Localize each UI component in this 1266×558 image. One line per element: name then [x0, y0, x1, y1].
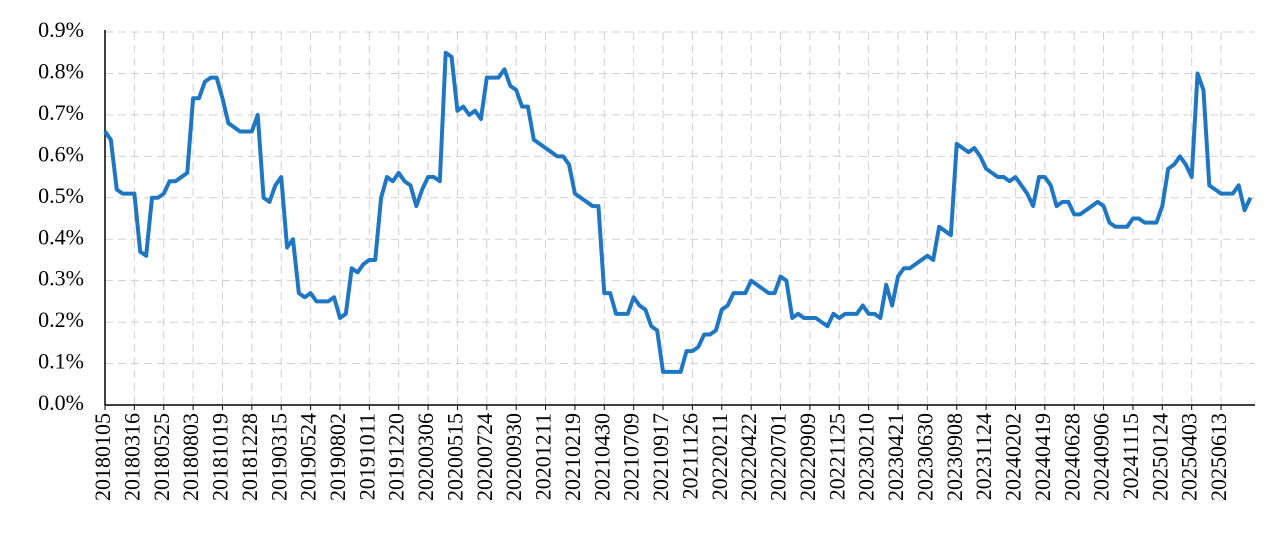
y-tick-label: 0.1% — [38, 349, 84, 374]
x-tick-label: 20220701 — [766, 413, 791, 501]
x-tick-label: 20221125 — [824, 413, 849, 500]
y-tick-label: 0.9% — [38, 17, 84, 42]
x-tick-label: 20180803 — [178, 413, 203, 501]
x-tick-label: 20210430 — [589, 413, 614, 501]
x-tick-label: 20250403 — [1177, 413, 1202, 501]
y-tick-label: 0.2% — [38, 307, 84, 332]
x-tick-label: 20201211 — [531, 413, 556, 500]
x-tick-label: 20220909 — [795, 413, 820, 501]
x-tick-label: 20220422 — [736, 413, 761, 501]
x-tick-label: 20180316 — [119, 413, 144, 501]
x-tick-label: 20200724 — [472, 413, 497, 501]
x-tick-label: 20230630 — [912, 413, 937, 501]
x-tick-label: 20211126 — [677, 413, 702, 499]
x-tick-label: 20240628 — [1059, 413, 1084, 501]
y-tick-label: 0.7% — [38, 100, 84, 125]
y-tick-label: 0.4% — [38, 224, 84, 249]
x-tick-label: 20200930 — [501, 413, 526, 501]
x-tick-label: 20200306 — [413, 413, 438, 501]
x-tick-label: 20210917 — [648, 413, 673, 501]
x-tick-label: 20230421 — [883, 413, 908, 501]
y-tick-label: 0.5% — [38, 183, 84, 208]
y-tick-label: 0.8% — [38, 58, 84, 83]
x-tick-label: 20220211 — [707, 413, 732, 500]
x-tick-label: 20250613 — [1206, 413, 1231, 501]
x-tick-label: 20190802 — [325, 413, 350, 501]
x-tick-label: 20191011 — [354, 413, 379, 500]
y-tick-label: 0.0% — [38, 390, 84, 415]
x-tick-label: 20190315 — [266, 413, 291, 501]
x-tick-label: 20241115 — [1118, 413, 1143, 499]
x-tick-label: 20240202 — [1001, 413, 1026, 501]
line-series — [103, 50, 1253, 374]
x-tick-label: 20231124 — [971, 413, 996, 500]
x-tick-label: 20181228 — [237, 413, 262, 501]
x-tick-label: 20210709 — [619, 413, 644, 501]
x-tick-label: 20230210 — [854, 413, 879, 501]
x-tick-label: 20180105 — [90, 413, 115, 501]
x-tick-label: 20240419 — [1030, 413, 1055, 501]
x-tick-label: 20200515 — [442, 413, 467, 501]
x-tick-label: 20180525 — [149, 413, 174, 501]
x-tick-label: 20210219 — [560, 413, 585, 501]
x-tick-label: 20190524 — [296, 413, 321, 501]
x-tick-label: 20181019 — [208, 413, 233, 501]
x-tick-label: 20191220 — [384, 413, 409, 501]
x-tick-label: 20240906 — [1089, 413, 1114, 501]
x-tick-label: 20230908 — [942, 413, 967, 501]
x-tick-label: 20250124 — [1147, 413, 1172, 501]
y-tick-label: 0.6% — [38, 141, 84, 166]
y-tick-label: 0.3% — [38, 266, 84, 291]
